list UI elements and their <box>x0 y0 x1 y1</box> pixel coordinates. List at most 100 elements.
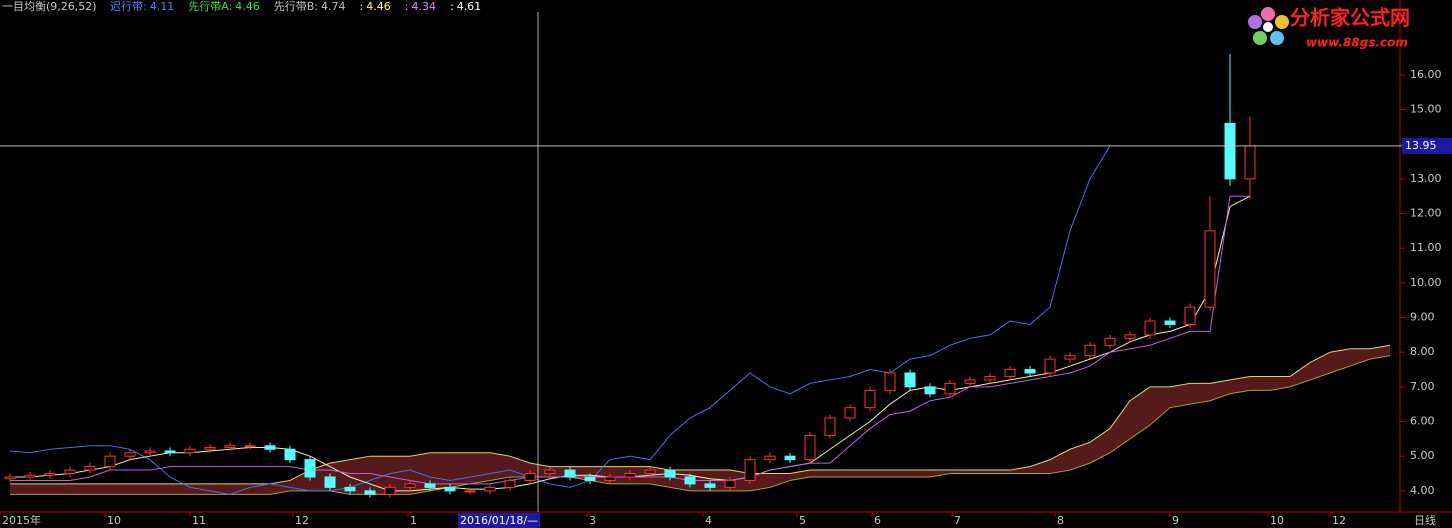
candle-body <box>384 486 396 495</box>
candle-body <box>224 445 236 449</box>
cloud-segment <box>110 483 130 495</box>
candle-body <box>1204 230 1216 308</box>
cloud-segment <box>930 470 950 477</box>
candle-body <box>704 483 716 488</box>
x-tick-label: 7 <box>954 514 961 527</box>
candle-body <box>424 483 436 488</box>
candle-body <box>524 473 536 481</box>
watermark-site: 分析家公式网 <box>1290 6 1410 30</box>
candle-body <box>1184 306 1196 325</box>
legend-value: 4.11 <box>150 0 175 13</box>
x-tick-label: 8 <box>1057 514 1064 527</box>
cloud-segment <box>1330 348 1350 373</box>
cloud-segment <box>1050 449 1070 474</box>
watermark-url: www.88gs.com <box>1306 36 1408 50</box>
candle-body <box>164 450 176 454</box>
cloud-segment <box>1230 376 1250 394</box>
legend-label: : <box>360 0 364 13</box>
x-tick-label: 1 <box>410 514 417 527</box>
candle-body <box>744 459 756 481</box>
cloud-segment <box>1030 459 1050 474</box>
candle-body <box>184 448 196 454</box>
cloud-segment <box>130 483 150 495</box>
cloud-segment <box>450 452 470 488</box>
cloud-segment <box>1270 376 1290 391</box>
cloud-segment <box>490 452 510 481</box>
x-tick-label: 10 <box>1270 514 1284 527</box>
cloud-segment <box>350 456 370 495</box>
cloud-segment <box>1090 428 1110 464</box>
x-tick-label: 12 <box>1332 514 1346 527</box>
y-tick-label: 7.00 <box>1410 380 1435 393</box>
candle-body <box>344 486 356 492</box>
cloud-segment <box>90 483 110 495</box>
y-tick-label: 15.00 <box>1410 103 1442 116</box>
cloud-segment <box>430 452 450 491</box>
period-label: 日线 <box>1414 513 1436 527</box>
legend-value: 4.46 <box>235 0 260 13</box>
cloud-segment <box>10 483 30 495</box>
candle-body <box>544 469 556 475</box>
cloud-segment <box>230 483 250 495</box>
candle-body <box>584 476 596 481</box>
candle-body <box>604 476 616 481</box>
x-tick-label: 2015年 <box>2 513 41 527</box>
cloud-segment <box>70 483 90 495</box>
candle-body <box>924 386 936 395</box>
legend-label: 先行带B: <box>274 0 318 13</box>
candle-body <box>844 407 856 419</box>
candle-body <box>144 450 156 454</box>
cloud-segment <box>150 483 170 495</box>
legend-label: 先行带A: <box>188 0 232 13</box>
candle-body <box>804 434 816 461</box>
candle-body <box>644 469 656 475</box>
candle-body <box>1024 369 1036 374</box>
candle-body <box>1144 320 1156 336</box>
cloud-segment <box>810 470 830 477</box>
legend-label: : <box>405 0 409 13</box>
candle-body <box>364 490 376 495</box>
cloud-segment <box>970 470 990 474</box>
candle-body <box>1044 358 1056 374</box>
candle-body <box>564 469 576 478</box>
cloud-segment <box>850 470 870 477</box>
cloud-segment <box>890 470 910 477</box>
candle-body <box>904 372 916 388</box>
series-line <box>10 355 1391 495</box>
candle-body <box>404 483 416 488</box>
y-tick-label: 16.00 <box>1410 68 1442 81</box>
candle-body <box>964 379 976 384</box>
cloud-segment <box>470 452 490 484</box>
crosshair-y-label: 13.95 <box>1405 139 1437 152</box>
x-tick-label: 9 <box>1172 514 1179 527</box>
crosshair-x-label: 2016/01/18/— <box>460 514 538 527</box>
cloud-segment <box>1130 386 1150 439</box>
candle-body <box>264 445 276 450</box>
candle-body <box>304 459 316 478</box>
y-tick-label: 12.00 <box>1410 207 1442 220</box>
candle-body <box>1244 145 1256 180</box>
x-tick-label: 6 <box>874 514 881 527</box>
cloud-segment <box>1290 362 1310 387</box>
candle-body <box>1124 334 1136 339</box>
cloud-segment <box>1110 400 1130 453</box>
legend-value: 4.74 <box>321 0 346 13</box>
candle-body <box>504 479 516 488</box>
candle-body <box>324 476 336 488</box>
series-line <box>10 344 1391 485</box>
candle-body <box>204 447 216 450</box>
y-tick-label: 4.00 <box>1410 484 1435 497</box>
x-tick-label: 12 <box>295 514 309 527</box>
candle-body <box>684 476 696 485</box>
candle-body <box>284 448 296 461</box>
candle-body <box>484 486 496 492</box>
candle-body <box>64 469 76 475</box>
cloud-segment <box>30 483 50 495</box>
candle-body <box>784 455 796 461</box>
candle-body <box>1064 355 1076 360</box>
cloud-segment <box>170 483 190 495</box>
candle-body <box>664 469 676 478</box>
candle-body <box>124 452 136 457</box>
